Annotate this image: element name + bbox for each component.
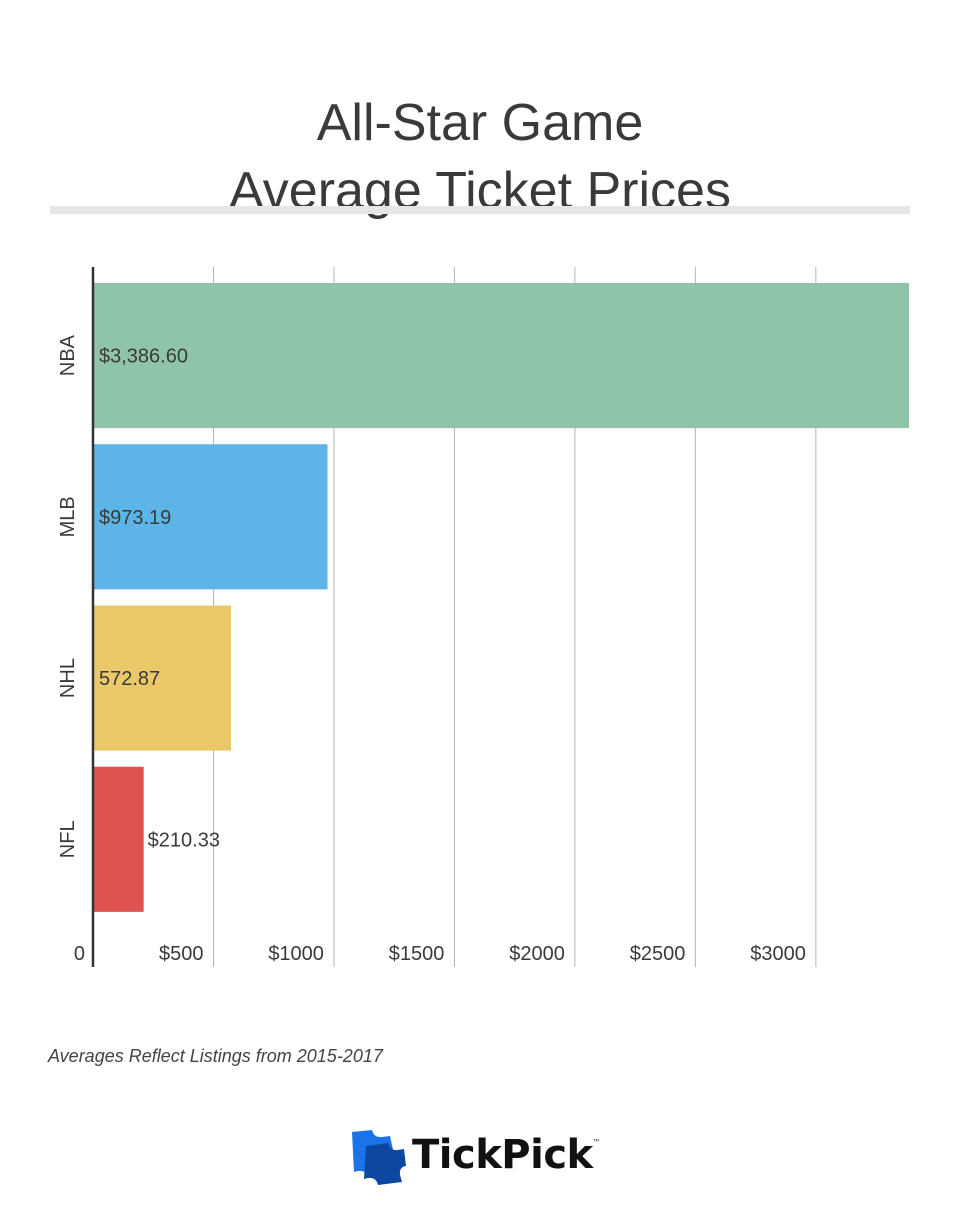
bar-mlb (93, 444, 328, 590)
category-label-nba: NBA (57, 334, 79, 376)
brand-trademark: ™ (592, 1138, 601, 1147)
bar-nhl (93, 605, 232, 751)
category-label-mlb: MLB (57, 496, 79, 537)
x-tick-label-5: $2500 (630, 943, 686, 965)
title-divider (50, 206, 910, 214)
footnote: Averages Reflect Listings from 2015-2017 (48, 1046, 383, 1066)
x-tick-label-1: $500 (159, 943, 204, 965)
value-label-nfl: $210.33 (148, 829, 220, 851)
brand-name: TickPick (412, 1132, 593, 1178)
x-tick-label-6: $3000 (750, 943, 806, 965)
x-tick-label-0: 0 (74, 943, 85, 965)
bar-nfl (93, 766, 144, 912)
value-label-nhl: 572.87 (99, 668, 160, 690)
category-label-nhl: NHL (57, 658, 79, 698)
value-label-nba: $3,386.60 (99, 346, 188, 368)
ticket-logo-icon (352, 1130, 406, 1185)
title-line-1: All-Star Game (316, 93, 644, 152)
x-tick-label-4: $2000 (509, 943, 565, 965)
category-label-nfl: NFL (57, 820, 79, 858)
value-label-mlb: $973.19 (99, 507, 171, 529)
chart-bars (93, 283, 909, 912)
brand-logo[interactable]: TickPick ™ (346, 1120, 601, 1190)
bar-nba (93, 283, 909, 429)
chart-labels: $3,386.60 NBA $973.19 MLB 572.87 NHL $210.33 NF… (57, 334, 806, 965)
x-tick-label-2: $1000 (268, 943, 324, 965)
x-tick-label-3: $1500 (389, 943, 445, 965)
bar-chart: $3,386.60 NBA $973.19 MLB 572.87 NHL $210.33 NF… (57, 267, 909, 967)
